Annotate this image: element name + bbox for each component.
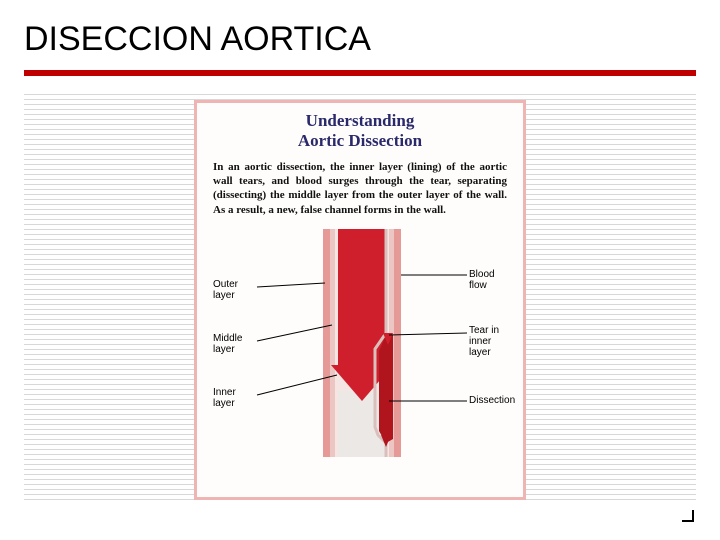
false-channel-blood (379, 335, 393, 443)
leader-middle (257, 325, 332, 341)
label-outer-layer: Outerlayer (213, 279, 257, 301)
label-tear: Tear ininner layer (469, 325, 513, 358)
diagram-card: Understanding Aortic Dissection In an ao… (194, 100, 526, 500)
corner-mark-icon (682, 510, 694, 522)
blood-column (338, 229, 386, 369)
diagram-description-text: In an aortic dissection, the inner layer… (213, 161, 507, 216)
label-inner-layer: Innerlayer (213, 387, 257, 409)
label-middle-layer: Middlelayer (213, 333, 257, 355)
diagram-description: In an aortic dissection, the inner layer… (207, 160, 513, 225)
leader-outer (257, 283, 325, 287)
diagram-title-line2: Aortic Dissection (298, 131, 422, 150)
diagram-title: Understanding Aortic Dissection (207, 111, 513, 152)
label-dissection: Dissection (469, 395, 515, 406)
title-underline (24, 70, 696, 76)
diagram-illustration: Outerlayer Middlelayer Innerlayer Blood … (207, 225, 513, 461)
label-blood-flow: Blood flow (469, 269, 513, 291)
diagram-title-line1: Understanding (306, 111, 415, 130)
slide-title: DISECCION AORTICA (24, 20, 371, 59)
